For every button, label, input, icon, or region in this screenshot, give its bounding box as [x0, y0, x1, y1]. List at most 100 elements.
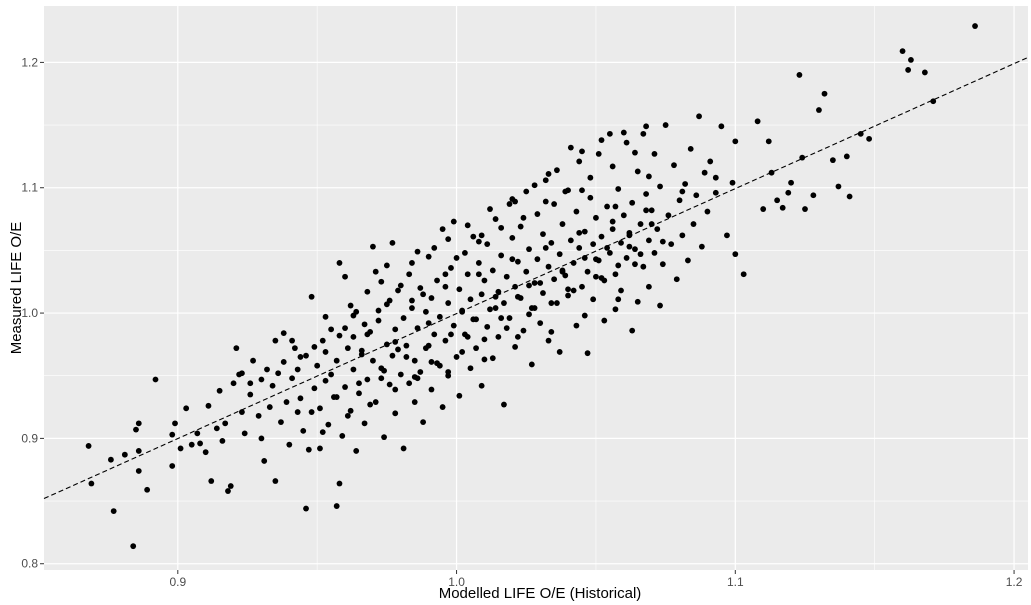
data-point	[673, 276, 680, 283]
data-point	[930, 98, 937, 105]
data-point	[470, 316, 477, 323]
data-point	[509, 256, 516, 263]
data-point	[303, 352, 309, 359]
data-point	[526, 246, 532, 253]
data-point	[414, 248, 421, 255]
data-point	[629, 327, 636, 334]
data-point	[264, 366, 270, 373]
data-point	[816, 107, 822, 113]
data-point	[328, 326, 335, 333]
data-point	[289, 375, 295, 382]
data-point	[383, 262, 390, 269]
data-point	[668, 241, 675, 248]
data-point	[367, 401, 374, 408]
x-axis-title: Modelled LIFE O/E (Historical)	[439, 585, 642, 602]
data-point	[381, 367, 387, 374]
data-point	[921, 69, 928, 76]
data-point	[908, 56, 914, 63]
data-point	[409, 305, 415, 311]
data-point	[250, 357, 256, 364]
data-point	[110, 508, 117, 514]
data-point	[442, 271, 449, 278]
data-point	[194, 430, 201, 437]
data-point	[453, 255, 460, 261]
data-point	[679, 188, 686, 195]
data-point	[645, 237, 652, 244]
data-point	[551, 276, 558, 283]
data-point	[740, 271, 747, 278]
data-point	[350, 312, 357, 319]
data-point	[464, 333, 471, 340]
data-point	[247, 391, 254, 398]
data-point	[448, 265, 454, 271]
data-point	[372, 399, 379, 405]
data-point	[383, 341, 390, 348]
data-point	[317, 405, 323, 412]
data-point	[219, 438, 226, 444]
data-point	[314, 362, 321, 369]
data-point	[573, 208, 580, 215]
data-point	[422, 308, 429, 315]
data-point	[370, 243, 376, 250]
data-point	[336, 480, 343, 487]
data-point	[169, 463, 176, 469]
x-tick-label: 1.2	[1006, 575, 1023, 589]
data-point	[233, 345, 240, 352]
data-point	[554, 167, 560, 174]
data-point	[567, 144, 574, 151]
data-point	[657, 183, 663, 190]
data-point	[629, 199, 636, 206]
data-point	[618, 287, 624, 294]
data-point	[266, 404, 273, 410]
data-point	[788, 179, 794, 186]
data-point	[272, 478, 279, 484]
data-point	[289, 337, 295, 344]
data-point	[581, 255, 588, 261]
data-point	[397, 282, 404, 289]
data-point	[593, 273, 599, 280]
data-point	[353, 448, 360, 454]
data-point	[456, 392, 463, 399]
data-point	[475, 260, 482, 266]
data-point	[172, 420, 178, 427]
x-tick-label: 0.9	[169, 575, 186, 589]
data-point	[308, 293, 315, 300]
data-point	[464, 222, 471, 229]
data-point	[88, 480, 95, 487]
data-point	[576, 229, 583, 236]
data-point	[495, 333, 502, 340]
data-point	[866, 135, 873, 142]
data-point	[216, 387, 223, 394]
data-point	[526, 282, 532, 289]
data-point	[724, 232, 730, 239]
data-point	[520, 214, 527, 221]
data-point	[567, 237, 574, 244]
data-point	[133, 426, 139, 433]
data-point	[565, 187, 571, 194]
data-point	[269, 382, 276, 389]
data-point	[400, 315, 407, 321]
data-point	[534, 211, 541, 217]
data-point	[431, 244, 438, 251]
data-point	[506, 315, 513, 321]
y-tick-label: 0.9	[21, 431, 38, 445]
data-point	[361, 420, 368, 427]
data-point	[846, 193, 853, 200]
data-point	[662, 122, 669, 128]
data-point	[397, 371, 404, 378]
data-point	[420, 419, 427, 426]
data-point	[785, 189, 792, 196]
data-point	[498, 315, 505, 321]
data-point	[439, 226, 446, 232]
data-point	[581, 228, 588, 235]
data-point	[606, 130, 613, 137]
data-point	[428, 295, 435, 301]
data-point	[665, 212, 672, 219]
data-point	[632, 149, 638, 156]
data-point	[634, 298, 641, 305]
data-point	[478, 232, 485, 239]
data-point	[604, 203, 610, 210]
data-point	[411, 357, 418, 364]
data-point	[615, 186, 622, 192]
